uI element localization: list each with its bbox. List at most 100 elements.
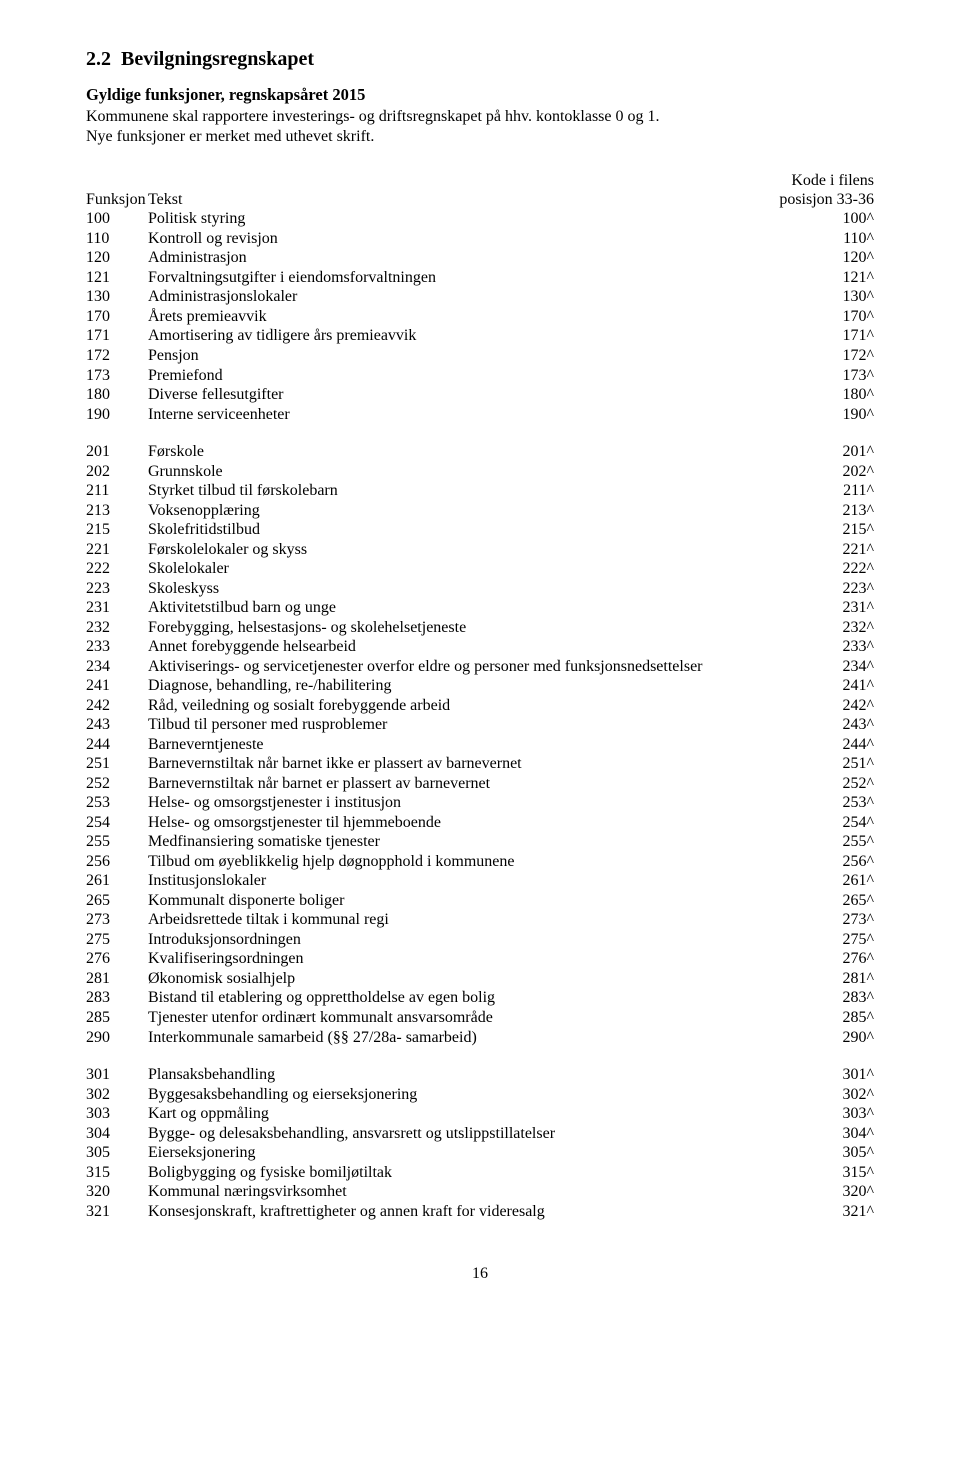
cell-kode: 241^ bbox=[812, 676, 874, 696]
table-row: 231Aktivitetstilbud barn og unge231^ bbox=[86, 598, 874, 618]
section-heading: 2.2 Bevilgningsregnskapet bbox=[86, 48, 874, 71]
cell-funksjon: 120 bbox=[86, 248, 148, 268]
intro-paragraph: Kommunene skal rapportere investerings- … bbox=[86, 107, 874, 147]
cell-funksjon: 213 bbox=[86, 501, 148, 521]
section-number: 2.2 bbox=[86, 48, 111, 70]
cell-kode: 211^ bbox=[812, 481, 874, 501]
cell-tekst: Pensjon bbox=[148, 346, 812, 366]
page-container: 2.2 Bevilgningsregnskapet Gyldige funksj… bbox=[0, 0, 960, 1323]
cell-kode: 243^ bbox=[812, 715, 874, 735]
cell-tekst: Boligbygging og fysiske bomiljøtiltak bbox=[148, 1163, 812, 1183]
cell-funksjon: 261 bbox=[86, 871, 148, 891]
cell-funksjon: 241 bbox=[86, 676, 148, 696]
cell-funksjon: 320 bbox=[86, 1182, 148, 1202]
table-row: 213Voksenopplæring213^ bbox=[86, 501, 874, 521]
cell-kode: 315^ bbox=[812, 1163, 874, 1183]
cell-tekst: Skoleskyss bbox=[148, 579, 812, 599]
cell-funksjon: 130 bbox=[86, 287, 148, 307]
cell-funksjon: 201 bbox=[86, 442, 148, 462]
cell-tekst: Amortisering av tidligere års premieavvi… bbox=[148, 326, 812, 346]
table-row: 173Premiefond173^ bbox=[86, 366, 874, 386]
cell-kode: 321^ bbox=[812, 1202, 874, 1222]
cell-tekst: Førskole bbox=[148, 442, 812, 462]
cell-funksjon: 231 bbox=[86, 598, 148, 618]
table-row: 275Introduksjonsordningen275^ bbox=[86, 930, 874, 950]
cell-funksjon: 202 bbox=[86, 462, 148, 482]
cell-tekst: Styrket tilbud til førskolebarn bbox=[148, 481, 812, 501]
cell-tekst: Eierseksjonering bbox=[148, 1143, 812, 1163]
table-row: 273Arbeidsrettede tiltak i kommunal regi… bbox=[86, 910, 874, 930]
table-row: 320Kommunal næringsvirksomhet320^ bbox=[86, 1182, 874, 1202]
table-row: 305Eierseksjonering305^ bbox=[86, 1143, 874, 1163]
table-row: 302Byggesaksbehandling og eierseksjoneri… bbox=[86, 1085, 874, 1105]
cell-funksjon: 305 bbox=[86, 1143, 148, 1163]
cell-kode: 256^ bbox=[812, 852, 874, 872]
table-row: 120Administrasjon120^ bbox=[86, 248, 874, 268]
cell-funksjon: 304 bbox=[86, 1124, 148, 1144]
cell-funksjon: 232 bbox=[86, 618, 148, 638]
table-row: 180Diverse fellesutgifter180^ bbox=[86, 385, 874, 405]
table-row: 321Konsesjonskraft, kraftrettigheter og … bbox=[86, 1202, 874, 1222]
cell-tekst: Tilbud om øyeblikkelig hjelp døgnopphold… bbox=[148, 852, 812, 872]
cell-tekst: Skolefritidstilbud bbox=[148, 520, 812, 540]
cell-funksjon: 290 bbox=[86, 1028, 148, 1048]
cell-funksjon: 303 bbox=[86, 1104, 148, 1124]
cell-tekst: Plansaksbehandling bbox=[148, 1065, 812, 1085]
table-row: 121Forvaltningsutgifter i eiendomsforval… bbox=[86, 268, 874, 288]
cell-funksjon: 215 bbox=[86, 520, 148, 540]
cell-kode: 303^ bbox=[812, 1104, 874, 1124]
cell-funksjon: 221 bbox=[86, 540, 148, 560]
cell-kode: 202^ bbox=[812, 462, 874, 482]
intro-line-1: Kommunene skal rapportere investerings- … bbox=[86, 108, 660, 125]
table-row: 252Barnevernstiltak når barnet er plasse… bbox=[86, 774, 874, 794]
cell-kode: 231^ bbox=[812, 598, 874, 618]
cell-kode: 221^ bbox=[812, 540, 874, 560]
cell-tekst: Politisk styring bbox=[148, 209, 812, 229]
cell-tekst: Førskolelokaler og skyss bbox=[148, 540, 812, 560]
table-row: 171Amortisering av tidligere års premiea… bbox=[86, 326, 874, 346]
cell-tekst: Grunnskole bbox=[148, 462, 812, 482]
cell-tekst: Arbeidsrettede tiltak i kommunal regi bbox=[148, 910, 812, 930]
table-row: 110Kontroll og revisjon110^ bbox=[86, 229, 874, 249]
table-row: 170Årets premieavvik170^ bbox=[86, 307, 874, 327]
cell-kode: 285^ bbox=[812, 1008, 874, 1028]
cell-kode: 110^ bbox=[812, 229, 874, 249]
cell-tekst: Interne serviceenheter bbox=[148, 405, 812, 425]
cell-tekst: Forebygging, helsestasjons- og skolehels… bbox=[148, 618, 812, 638]
cell-tekst: Voksenopplæring bbox=[148, 501, 812, 521]
table-row: 285Tjenester utenfor ordinært kommunalt … bbox=[86, 1008, 874, 1028]
table-row: 304Bygge- og delesaksbehandling, ansvars… bbox=[86, 1124, 874, 1144]
cell-funksjon: 243 bbox=[86, 715, 148, 735]
cell-tekst: Kommunal næringsvirksomhet bbox=[148, 1182, 812, 1202]
cell-kode: 261^ bbox=[812, 871, 874, 891]
cell-funksjon: 180 bbox=[86, 385, 148, 405]
cell-kode: 290^ bbox=[812, 1028, 874, 1048]
cell-tekst: Institusjonslokaler bbox=[148, 871, 812, 891]
cell-funksjon: 190 bbox=[86, 405, 148, 425]
cell-funksjon: 254 bbox=[86, 813, 148, 833]
table-body: 100Politisk styring100^110Kontroll og re… bbox=[86, 209, 874, 1221]
cell-kode: 276^ bbox=[812, 949, 874, 969]
cell-kode: 304^ bbox=[812, 1124, 874, 1144]
section-title: Bevilgningsregnskapet bbox=[121, 48, 314, 70]
cell-tekst: Bygge- og delesaksbehandling, ansvarsret… bbox=[148, 1124, 812, 1144]
cell-tekst: Helse- og omsorgstjenester til hjemmeboe… bbox=[148, 813, 812, 833]
cell-funksjon: 251 bbox=[86, 754, 148, 774]
table-row: 232Forebygging, helsestasjons- og skoleh… bbox=[86, 618, 874, 638]
cell-kode: 302^ bbox=[812, 1085, 874, 1105]
table-row: 130Administrasjonslokaler130^ bbox=[86, 287, 874, 307]
cell-kode: 172^ bbox=[812, 346, 874, 366]
table-row: 281Økonomisk sosialhjelp281^ bbox=[86, 969, 874, 989]
table-row: 241Diagnose, behandling, re-/habiliterin… bbox=[86, 676, 874, 696]
table-row: 100Politisk styring100^ bbox=[86, 209, 874, 229]
cell-tekst: Tilbud til personer med rusproblemer bbox=[148, 715, 812, 735]
cell-funksjon: 265 bbox=[86, 891, 148, 911]
cell-tekst: Byggesaksbehandling og eierseksjonering bbox=[148, 1085, 812, 1105]
cell-funksjon: 211 bbox=[86, 481, 148, 501]
table-row: 251Barnevernstiltak når barnet ikke er p… bbox=[86, 754, 874, 774]
cell-kode: 320^ bbox=[812, 1182, 874, 1202]
cell-kode: 170^ bbox=[812, 307, 874, 327]
table-row: 256Tilbud om øyeblikkelig hjelp døgnopph… bbox=[86, 852, 874, 872]
cell-funksjon: 172 bbox=[86, 346, 148, 366]
cell-tekst: Interkommunale samarbeid (§§ 27/28a- sam… bbox=[148, 1028, 812, 1048]
